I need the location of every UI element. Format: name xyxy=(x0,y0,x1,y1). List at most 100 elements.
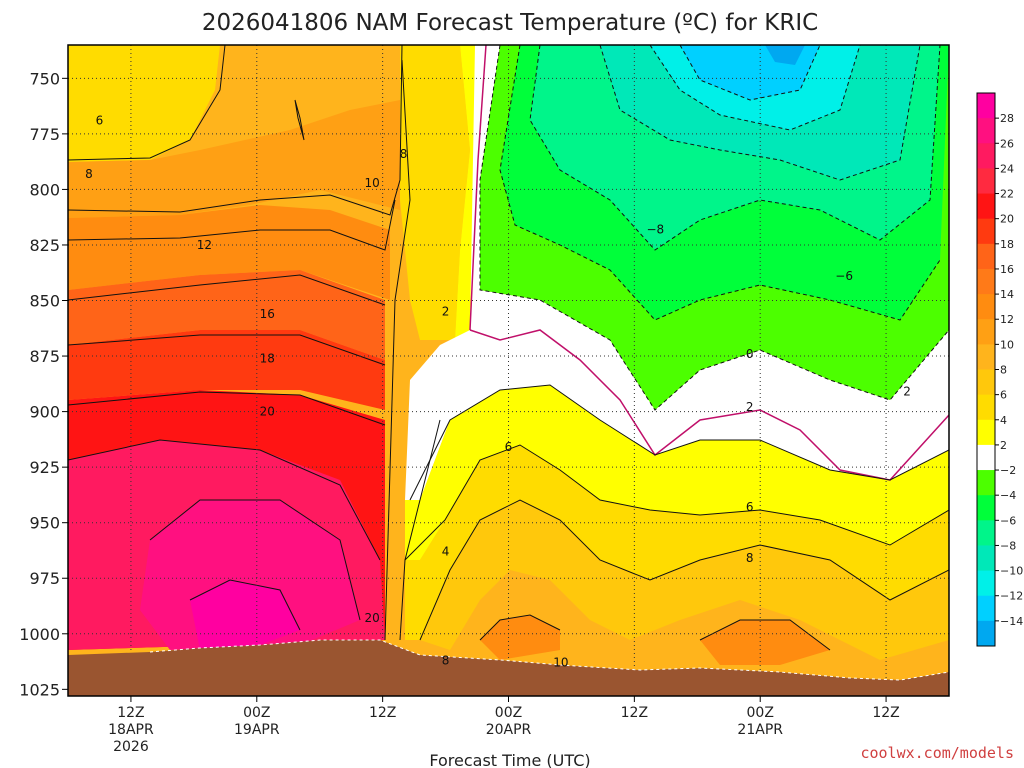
field-upper-left-yellow xyxy=(68,45,220,162)
contour-zero-front xyxy=(469,45,487,331)
contours-cold xyxy=(479,45,949,411)
contour-label: 6 xyxy=(746,500,754,514)
y-tick-label: 750 xyxy=(29,69,60,88)
y-tick-label: 950 xyxy=(29,514,60,533)
credit-text: coolwx.com/models xyxy=(860,744,1014,762)
colorbar-label: 12 xyxy=(1000,313,1014,326)
field-magenta-core xyxy=(190,580,300,650)
colorbar-label: 18 xyxy=(1000,238,1014,251)
contour-label: 8 xyxy=(85,167,93,181)
colorbar: 28 26 24 22 20 18 16 14 12 10 8 6 4 2 −2 −4 −6 −8 −10 −12 −1… xyxy=(976,92,1023,647)
y-tick-label: 925 xyxy=(29,458,60,477)
contour-label: −8 xyxy=(646,222,664,236)
colorbar-label: −12 xyxy=(1000,590,1023,603)
surface-line xyxy=(149,639,949,681)
field-orange-band-1 xyxy=(68,100,400,218)
colorbar-swatch xyxy=(977,419,995,446)
field-yellow-low xyxy=(405,385,949,560)
colorbar-label: 22 xyxy=(1000,188,1014,201)
y-tick-label: 800 xyxy=(29,180,60,199)
field-orange-low xyxy=(420,500,949,660)
contour-label: 12 xyxy=(197,238,212,252)
colorbar-swatch xyxy=(977,319,995,345)
field-orange-band-2 xyxy=(68,205,390,300)
x-axis-label: Forecast Time (UTC) xyxy=(429,751,590,768)
x-tick-label: 18APR xyxy=(108,722,154,738)
colorbar-label: 2 xyxy=(1000,439,1007,452)
plot-area: 6 8 12 16 18 20 20 10 8 2 4 8 6 10 −8 −6 0 2 2 6 8 xyxy=(68,45,949,696)
chart-title: 2026041806 NAM Forecast Temperature (ºC)… xyxy=(202,10,818,36)
colorbar-label: 16 xyxy=(1000,263,1014,276)
x-tick-label: 12Z xyxy=(369,705,396,721)
contour-label: 16 xyxy=(260,307,275,321)
y-tick-label: 1000 xyxy=(19,625,60,644)
field-red-band-1 xyxy=(68,330,385,410)
colorbar-swatch xyxy=(977,595,995,622)
contour-label: 18 xyxy=(260,351,275,365)
field-orange-pocket-2 xyxy=(700,620,830,665)
colorbar-swatch xyxy=(977,118,995,144)
colorbar-swatch xyxy=(977,193,995,220)
contour-labels: 6 8 12 16 18 20 20 10 8 2 4 8 6 10 −8 −6 0 2 2 6 8 xyxy=(85,114,911,670)
grid-lines xyxy=(68,45,949,696)
field-cold-blue xyxy=(765,45,805,65)
colorbar-label: −14 xyxy=(1000,615,1023,628)
y-tick-label: 975 xyxy=(29,569,60,588)
contour-label: 8 xyxy=(746,551,754,565)
colorbar-swatch xyxy=(977,294,995,320)
y-tick-label: 850 xyxy=(29,292,60,311)
x-tick-label: 19APR xyxy=(234,722,280,738)
x-tick-label: 21APR xyxy=(737,722,783,738)
contour-label: 6 xyxy=(505,440,513,454)
contour-label: 20 xyxy=(260,405,275,419)
contour-zero-line xyxy=(469,329,949,481)
y-axis: 750 775 800 825 850 875 900 925 950 975 1000 1025 xyxy=(19,69,68,699)
field-near-freezing-white xyxy=(405,45,949,500)
colorbar-label: 24 xyxy=(1000,162,1014,175)
colorbar-label: 4 xyxy=(1000,414,1007,427)
x-tick-label: 2026 xyxy=(113,739,149,755)
contour-label: 2 xyxy=(746,400,754,414)
colorbar-label: −6 xyxy=(1000,514,1016,527)
colorbar-swatch xyxy=(977,394,995,421)
y-tick-label: 825 xyxy=(29,236,60,255)
contour-label: 10 xyxy=(365,176,380,190)
colorbar-label: 20 xyxy=(1000,213,1014,226)
colorbar-label: −2 xyxy=(1000,464,1016,477)
contour-label: 2 xyxy=(903,385,911,399)
x-tick-label: 20APR xyxy=(486,722,532,738)
colorbar-label: −10 xyxy=(1000,565,1023,578)
colorbar-label: 8 xyxy=(1000,364,1007,377)
contour-label: 8 xyxy=(442,653,450,667)
contour-label: 20 xyxy=(365,611,380,625)
colorbar-label: 10 xyxy=(1000,338,1014,351)
colorbar-swatch xyxy=(977,470,995,496)
y-tick-label: 1025 xyxy=(19,680,60,699)
colorbar-swatch xyxy=(977,143,995,169)
x-tick-label: 00Z xyxy=(243,705,270,721)
colorbar-swatch xyxy=(977,344,995,370)
colorbar-swatch xyxy=(977,444,995,471)
field-orange-band-3 xyxy=(68,270,385,360)
x-tick-label: 12Z xyxy=(117,705,144,721)
colorbar-swatch xyxy=(977,268,995,295)
colorbar-label: −4 xyxy=(1000,489,1016,502)
colorbar-label: 6 xyxy=(1000,389,1007,402)
contour-label: 8 xyxy=(400,147,408,161)
y-tick-label: 775 xyxy=(29,125,60,144)
colorbar-swatch xyxy=(977,218,995,245)
contour-label: 6 xyxy=(96,114,104,128)
colorbar-swatch xyxy=(977,369,995,396)
contours-warm xyxy=(68,45,949,651)
colorbar-label: 14 xyxy=(1000,288,1014,301)
y-tick-label: 900 xyxy=(29,403,60,422)
x-tick-label: 12Z xyxy=(872,705,899,721)
terrain-surface xyxy=(68,640,949,696)
x-tick-label: 00Z xyxy=(495,705,522,721)
contour-label: −6 xyxy=(835,269,853,283)
colorbar-swatch xyxy=(977,243,995,270)
colorbar-swatch xyxy=(977,495,995,521)
colorbar-label: 26 xyxy=(1000,137,1014,150)
colorbar-swatch xyxy=(977,520,995,546)
